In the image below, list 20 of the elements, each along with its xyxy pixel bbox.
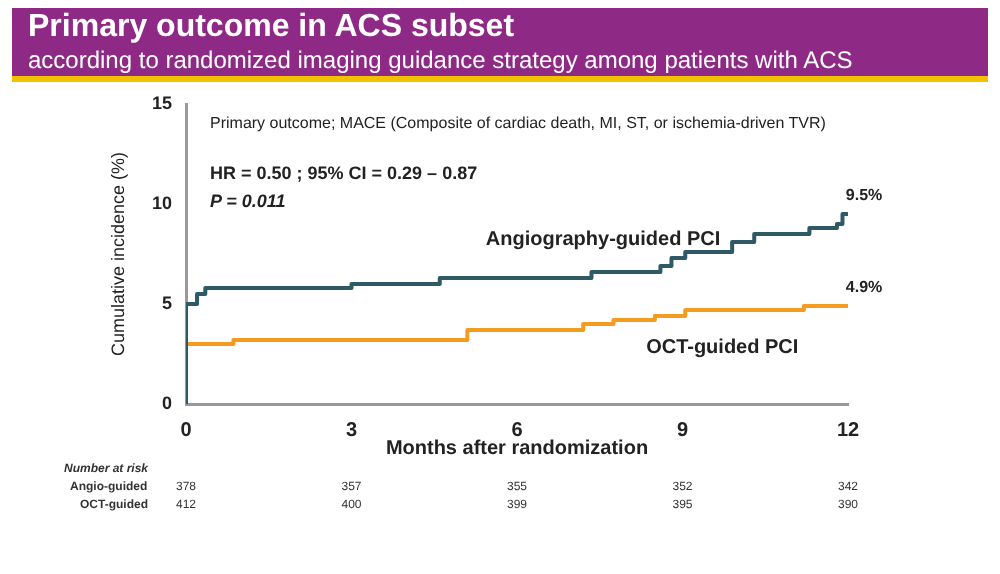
annotation: 4.9%: [845, 278, 883, 297]
annotation: 9.5%: [845, 186, 883, 205]
x-tick-label: 3: [345, 419, 358, 442]
y-tick-label: 5: [161, 292, 172, 313]
y-tick-label: 15: [151, 92, 172, 113]
x-tick-label: 12: [836, 419, 860, 442]
y-tick-label: 10: [151, 192, 172, 213]
x-tick-label: 0: [180, 419, 193, 442]
x-tick-label: 6: [511, 419, 524, 442]
x-tick-label: 9: [676, 419, 689, 442]
annotation: Primary outcome; MACE (Composite of cardiac death, MI, ST, or ischemia-driven TVR): [210, 114, 827, 133]
chart-subtitle: according to randomized imaging guidance strategy among patients with ACS: [28, 46, 853, 74]
y-axis-title: Cumulative incidence (%): [107, 151, 128, 357]
annotation: HR = 0.50 ; 95% CI = 0.29 – 0.87: [210, 162, 478, 183]
series-label: OCT-guided PCI: [646, 336, 799, 359]
annotation: P = 0.011: [210, 190, 286, 211]
series-label: Angiography-guided PCI: [485, 228, 721, 251]
y-tick-label: 0: [161, 392, 172, 413]
x-axis-title: Months after randomization: [385, 437, 649, 460]
chart-title: Primary outcome in ACS subset: [28, 10, 515, 46]
